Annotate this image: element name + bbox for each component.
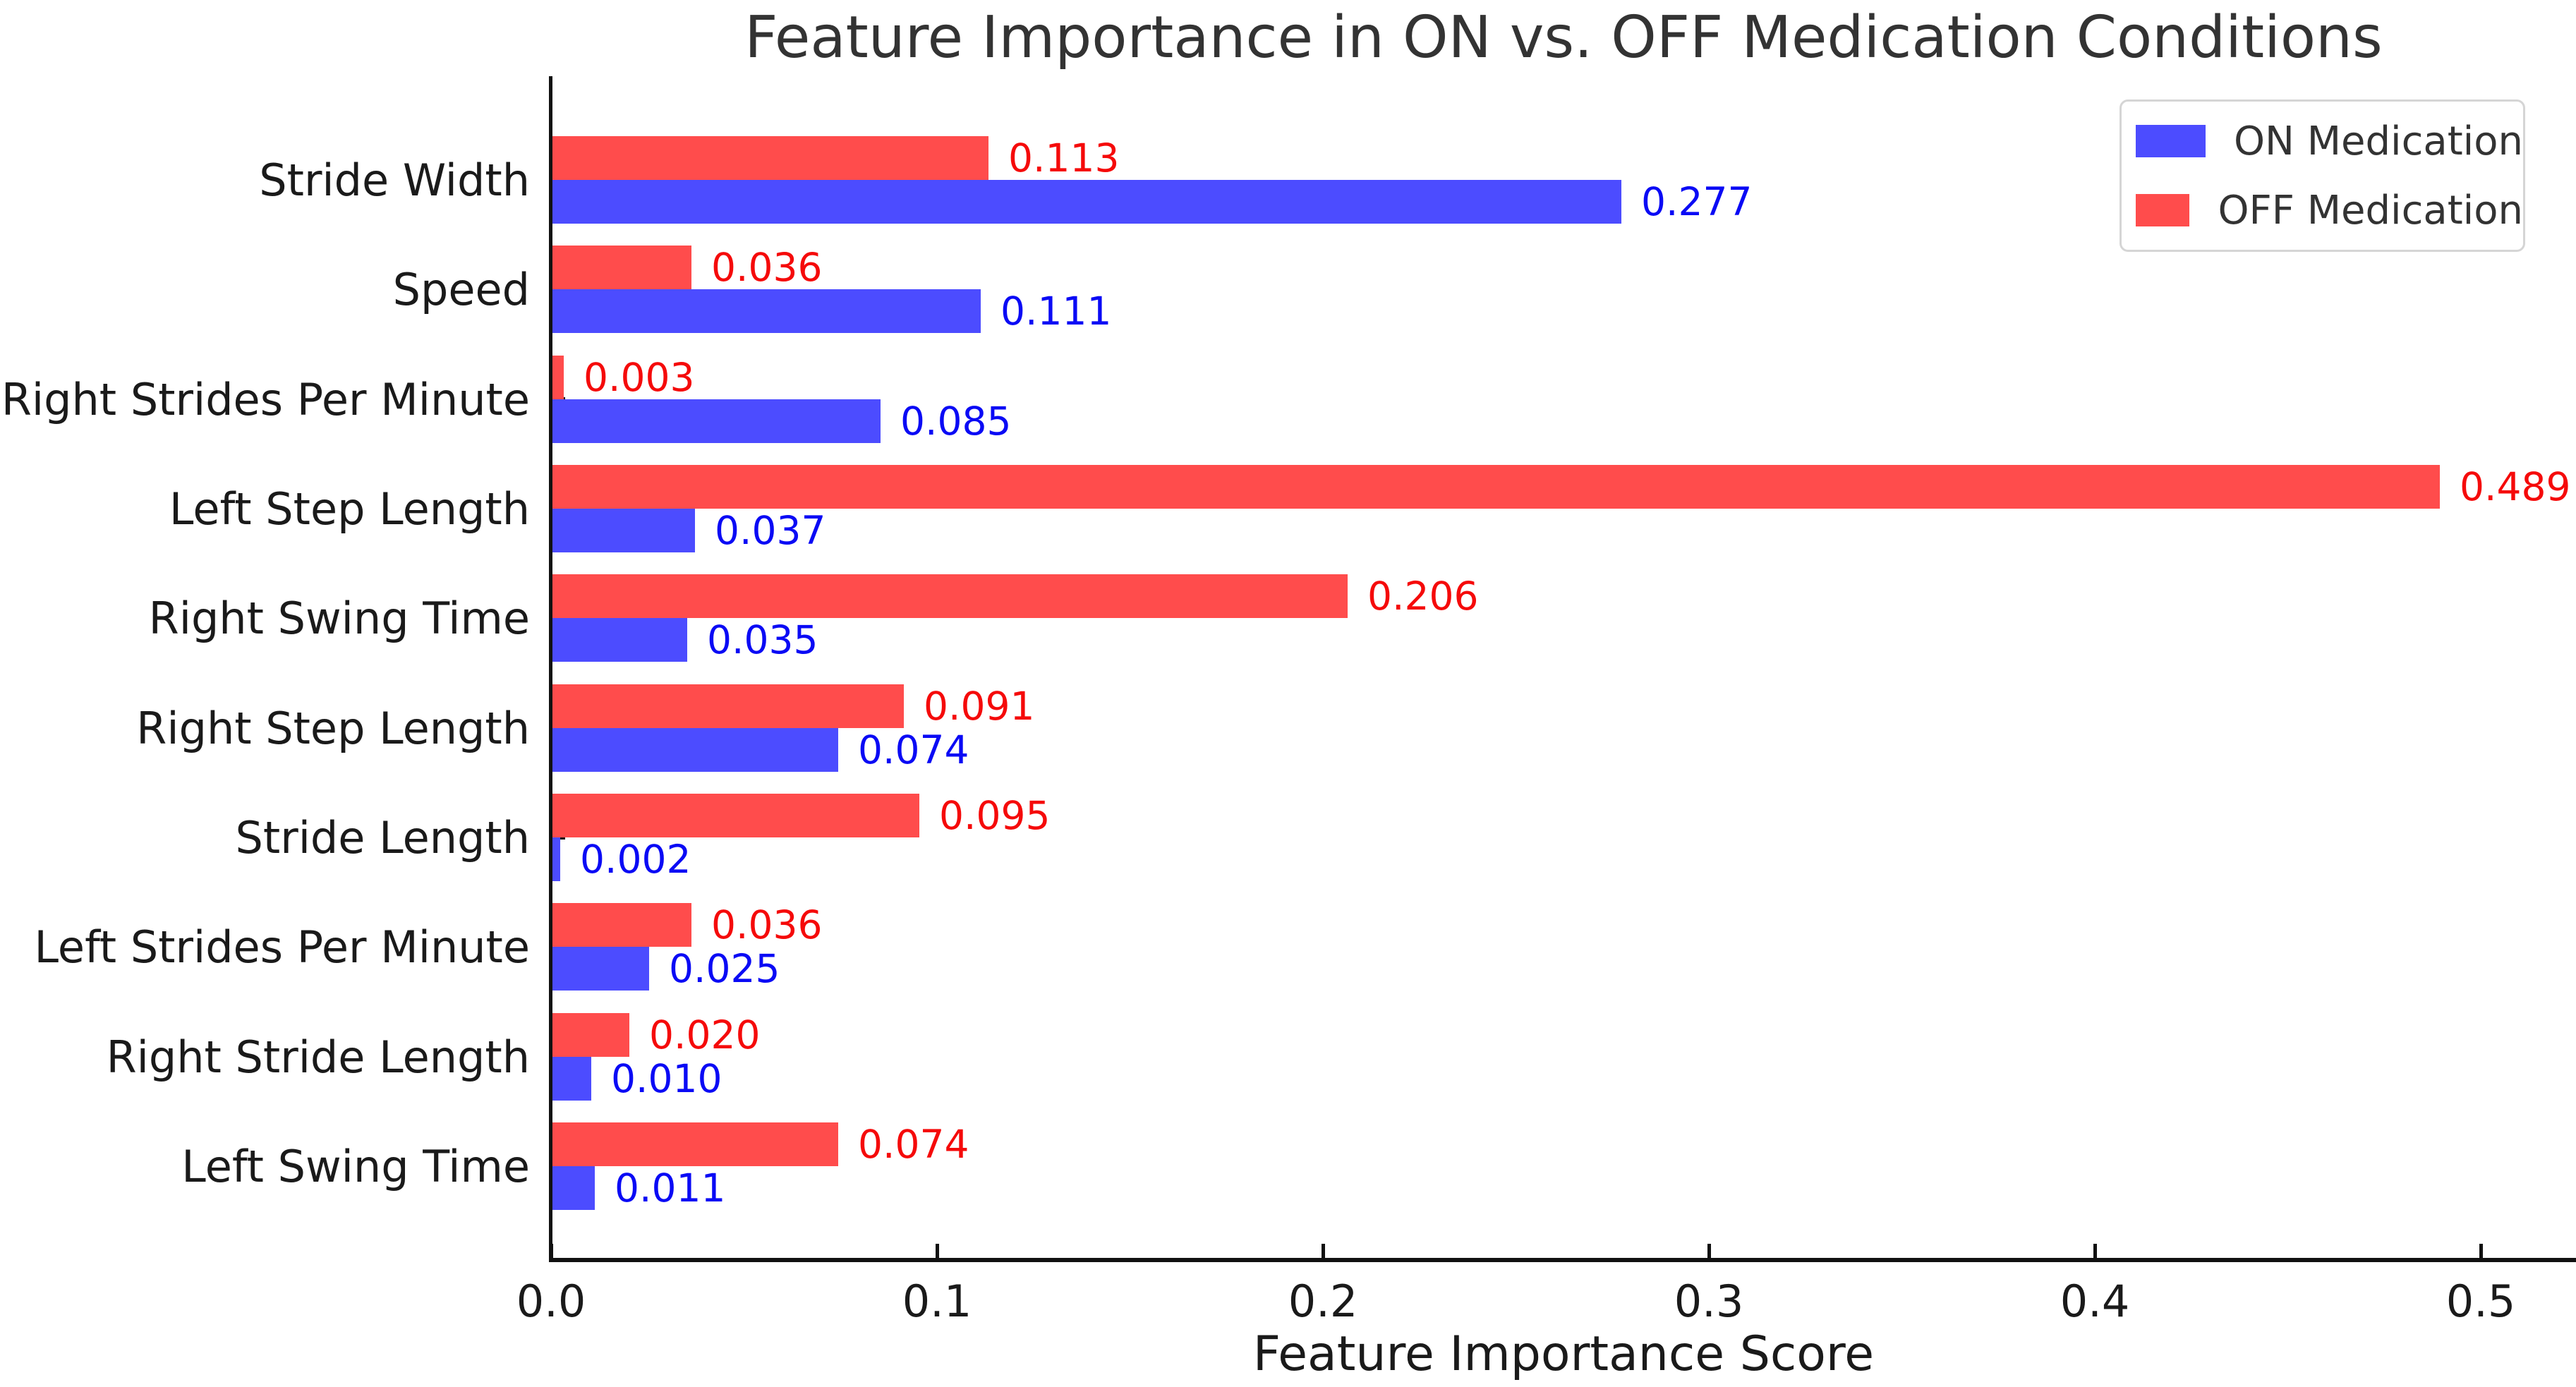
bar-off-medication: [552, 136, 988, 180]
category-label: Speed: [392, 263, 530, 315]
bar-off-medication: [552, 246, 691, 289]
bar-on-medication: [552, 947, 649, 991]
legend: ON Medication OFF Medication: [2120, 99, 2525, 252]
bar-off-medication: [552, 1122, 838, 1166]
bar-on-medication: [552, 1166, 595, 1210]
category-label: Left Strides Per Minute: [34, 921, 530, 973]
bar-value-label-on: 0.111: [1000, 289, 1112, 334]
bar-value-label-on: 0.002: [580, 837, 691, 882]
bar-off-medication: [552, 1013, 629, 1057]
bar-off-medication: [552, 465, 2440, 509]
bar-off-medication: [552, 684, 904, 728]
x-tick: [2093, 1244, 2097, 1258]
category-label: Stride Length: [235, 811, 530, 864]
bar-value-label-off: 0.206: [1367, 574, 1479, 619]
x-axis-line: [549, 1258, 2576, 1262]
bar-off-medication: [552, 794, 919, 837]
category-label: Right Step Length: [136, 702, 530, 754]
bar-value-label-off: 0.036: [711, 245, 823, 290]
bar-off-medication: [552, 574, 1348, 618]
category-label: Left Step Length: [169, 483, 530, 535]
bar-value-label-on: 0.085: [900, 399, 1012, 444]
bar-value-label-off: 0.095: [939, 793, 1051, 838]
x-tick-label: 0.1: [902, 1276, 972, 1327]
category-label: Left Swing Time: [181, 1140, 530, 1192]
chart-title: Feature Importance in ON vs. OFF Medicat…: [744, 4, 2383, 71]
category-label: Stride Width: [259, 154, 530, 206]
x-tick-label: 0.0: [516, 1276, 586, 1327]
bar-on-medication: [552, 1057, 591, 1101]
bar-value-label-on: 0.277: [1641, 179, 1753, 224]
x-tick-label: 0.5: [2445, 1276, 2516, 1327]
bar-value-label-off: 0.489: [2460, 464, 2571, 509]
bar-value-label-on: 0.011: [615, 1165, 726, 1211]
bar-value-label-off: 0.074: [858, 1122, 969, 1167]
bar-on-medication: [552, 618, 687, 662]
bar-on-medication: [552, 180, 1621, 224]
bar-value-label-on: 0.025: [669, 946, 780, 991]
x-axis-title: Feature Importance Score: [1252, 1326, 1875, 1382]
x-tick: [935, 1244, 939, 1258]
bar-off-medication: [552, 903, 691, 947]
category-label: Right Strides Per Minute: [1, 373, 530, 425]
bar-value-label-on: 0.035: [707, 617, 818, 662]
bar-value-label-on: 0.010: [611, 1056, 722, 1101]
bar-value-label-on: 0.074: [858, 727, 969, 773]
x-tick-label: 0.2: [1288, 1276, 1358, 1327]
x-tick-label: 0.4: [2060, 1276, 2130, 1327]
legend-label-on-medication: ON Medication: [2233, 118, 2523, 164]
bar-on-medication: [552, 289, 981, 333]
bar-on-medication: [552, 728, 838, 772]
x-tick: [2479, 1244, 2483, 1258]
bar-value-label-off: 0.091: [924, 684, 1035, 729]
category-label: Right Stride Length: [106, 1031, 530, 1083]
legend-swatch-off-medication: [2136, 194, 2190, 226]
bar-off-medication: [552, 356, 564, 399]
legend-swatch-on-medication: [2136, 125, 2206, 157]
bar-on-medication: [552, 837, 560, 881]
bar-value-label-off: 0.020: [649, 1012, 761, 1058]
bar-on-medication: [552, 509, 695, 552]
bar-value-label-off: 0.113: [1008, 135, 1120, 181]
category-label: Right Swing Time: [148, 592, 530, 644]
x-tick: [1707, 1244, 1711, 1258]
bar-value-label-off: 0.036: [711, 902, 823, 947]
legend-label-off-medication: OFF Medication: [2218, 187, 2523, 234]
x-tick-label: 0.3: [1674, 1276, 1744, 1327]
bar-on-medication: [552, 399, 881, 443]
legend-item-off-medication: OFF Medication: [2136, 188, 2523, 234]
bar-value-label-on: 0.037: [715, 508, 826, 553]
legend-item-on-medication: ON Medication: [2136, 119, 2523, 164]
y-axis-line: [549, 76, 552, 1262]
x-tick: [1321, 1244, 1325, 1258]
bar-value-label-off: 0.003: [583, 355, 695, 400]
x-tick: [549, 1244, 553, 1258]
